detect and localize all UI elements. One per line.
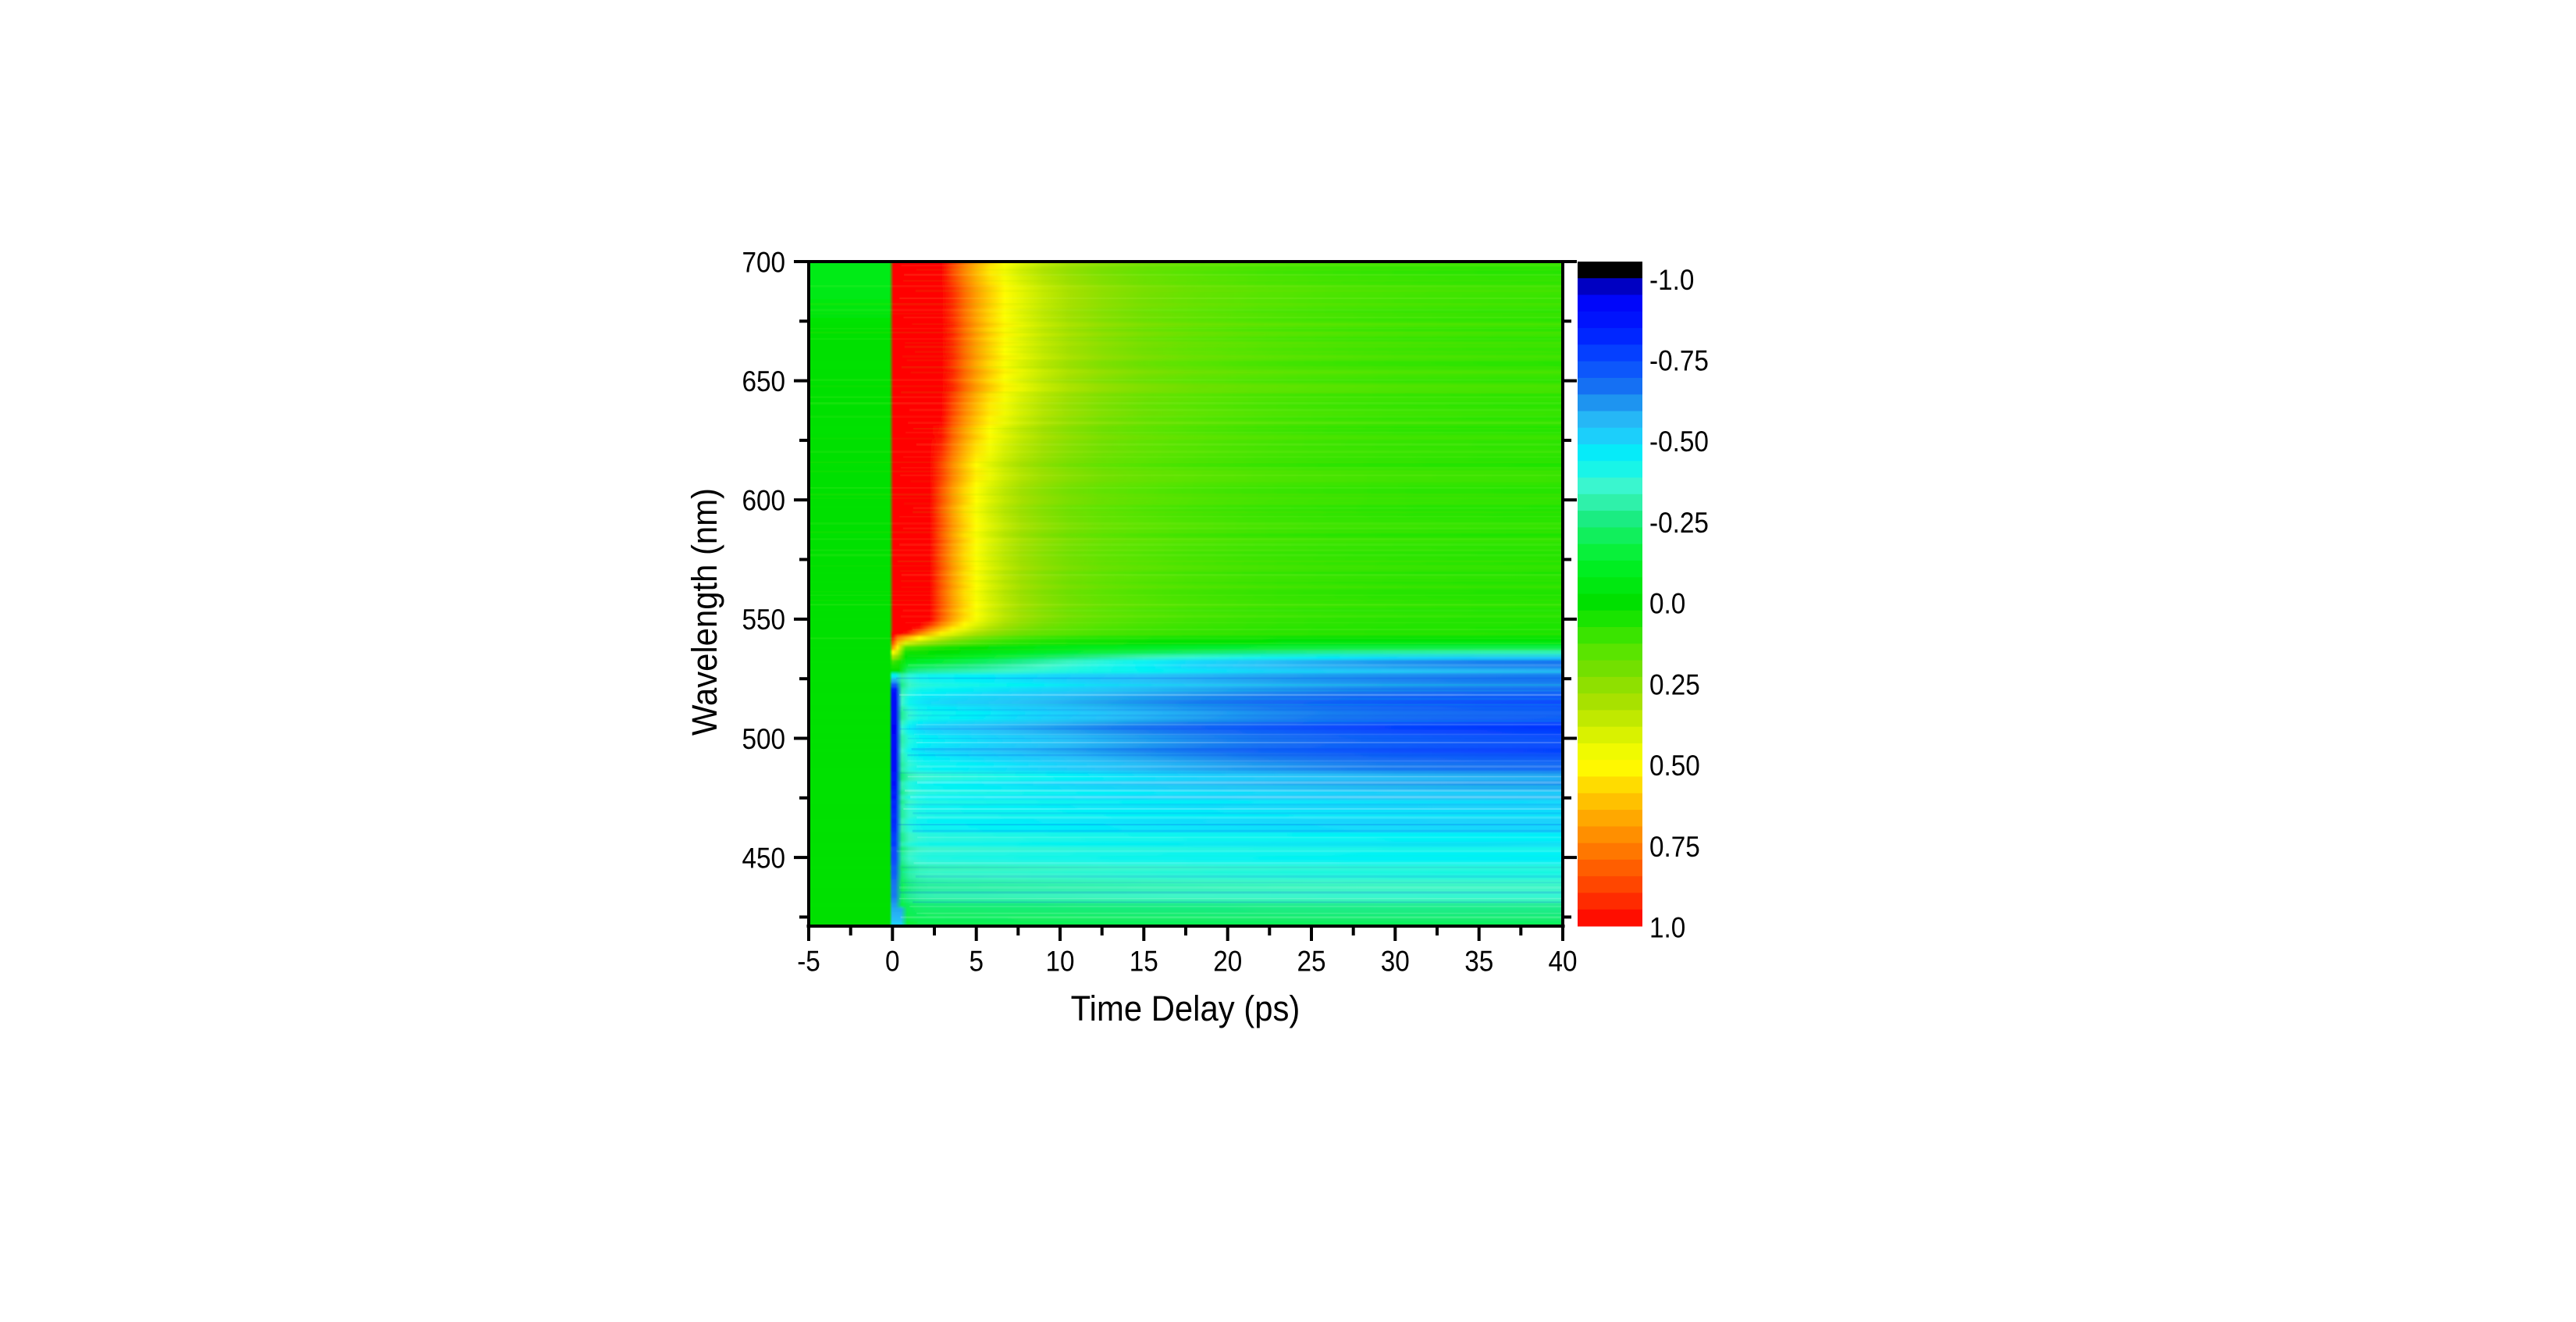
- svg-text:0.0: 0.0: [1649, 588, 1685, 620]
- svg-text:-1.0: -1.0: [1649, 264, 1694, 296]
- svg-text:700: 700: [742, 247, 785, 279]
- svg-text:650: 650: [742, 365, 785, 397]
- svg-text:1.0: 1.0: [1649, 912, 1685, 944]
- svg-text:5: 5: [969, 946, 984, 978]
- svg-text:20: 20: [1213, 946, 1242, 978]
- svg-text:30: 30: [1381, 946, 1410, 978]
- svg-text:0.75: 0.75: [1649, 831, 1700, 863]
- svg-text:40: 40: [1548, 946, 1577, 978]
- svg-text:Wavelength (nm): Wavelength (nm): [686, 488, 725, 736]
- svg-text:Time Delay (ps): Time Delay (ps): [1071, 990, 1300, 1029]
- svg-text:450: 450: [742, 843, 785, 875]
- svg-text:10: 10: [1045, 946, 1074, 978]
- svg-text:35: 35: [1464, 946, 1493, 978]
- svg-text:15: 15: [1130, 946, 1158, 978]
- svg-text:-5: -5: [797, 946, 820, 978]
- svg-text:550: 550: [742, 604, 785, 636]
- svg-text:-0.50: -0.50: [1649, 426, 1709, 458]
- svg-text:-0.75: -0.75: [1649, 345, 1709, 377]
- svg-text:25: 25: [1297, 946, 1325, 978]
- svg-text:0.25: 0.25: [1649, 669, 1700, 701]
- svg-text:600: 600: [742, 485, 785, 517]
- svg-text:0: 0: [885, 946, 900, 978]
- svg-text:500: 500: [742, 723, 785, 755]
- svg-text:0.50: 0.50: [1649, 750, 1700, 782]
- svg-text:-0.25: -0.25: [1649, 507, 1709, 539]
